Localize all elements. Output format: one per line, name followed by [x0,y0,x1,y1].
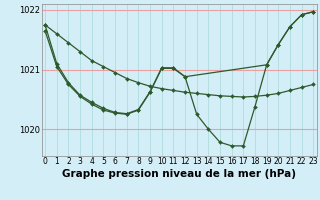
X-axis label: Graphe pression niveau de la mer (hPa): Graphe pression niveau de la mer (hPa) [62,169,296,179]
